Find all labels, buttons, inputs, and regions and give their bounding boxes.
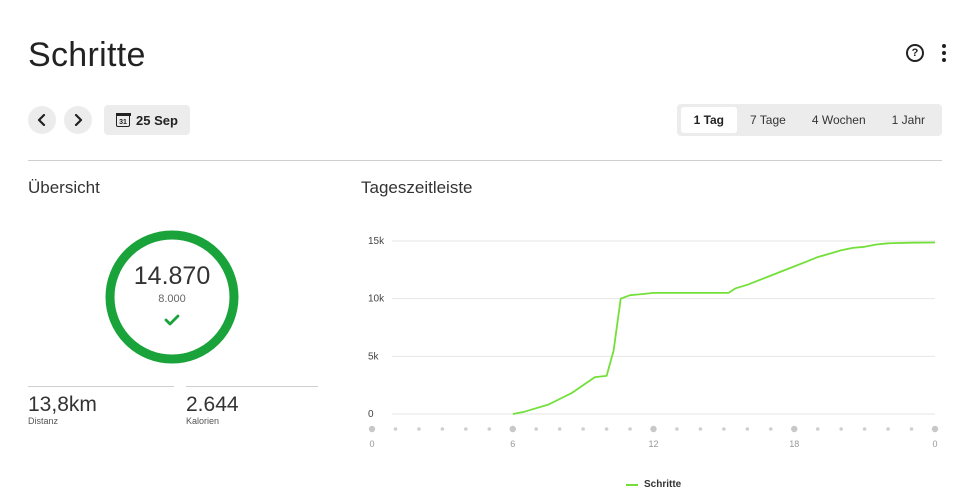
x-tick-label: 6 [510, 439, 515, 449]
date-picker-button[interactable]: 31 25 Sep [104, 105, 190, 135]
x-axis-dot [722, 427, 726, 431]
legend-swatch-steps [626, 483, 638, 486]
x-axis-dot [604, 427, 609, 431]
x-axis-dot [534, 427, 539, 431]
chart-legend: Schritte [626, 479, 681, 490]
page-title: Schritte [28, 36, 146, 74]
help-icon[interactable]: ? [906, 44, 924, 62]
x-axis-dot [650, 425, 657, 433]
x-axis-dot [368, 425, 376, 433]
overview-title: Übersicht [28, 178, 100, 197]
distance-stat: 13,8km Distanz [28, 386, 174, 426]
calories-label: Kalorien [186, 416, 220, 426]
date-label: 25 Sep [136, 112, 178, 128]
x-axis-dot [393, 427, 398, 431]
steps-goal: 8.000 [158, 293, 186, 305]
steps-timeline-chart: 0 5k 10k 15k 0 6 12 18 0 [368, 236, 939, 449]
tab-7-days[interactable]: 7 Tage [750, 113, 786, 127]
x-tick-label: 0 [369, 439, 374, 449]
x-axis-dot [581, 427, 585, 431]
legend-label-steps: Schritte [644, 479, 682, 490]
x-axis-dot [909, 427, 914, 431]
x-tick-label: 18 [789, 439, 799, 449]
x-axis-dot [839, 427, 843, 431]
x-axis-dot [464, 427, 468, 431]
x-axis-dot [745, 427, 750, 431]
tab-1-year[interactable]: 1 Jahr [891, 113, 925, 127]
steps-count: 14.870 [133, 262, 211, 290]
x-axis-dot [815, 427, 820, 431]
x-tick-label: 0 [932, 439, 937, 449]
x-axis-dot [557, 427, 562, 431]
range-tabs: 1 Tag 7 Tage 4 Wochen 1 Jahr [676, 104, 942, 136]
calendar-icon: 31 [115, 112, 131, 127]
chevron-left-icon [37, 114, 46, 126]
distance-value: 13,8km [28, 393, 97, 416]
more-options-icon[interactable] [942, 44, 946, 62]
x-axis-dot [862, 427, 867, 431]
chevron-right-icon [74, 114, 83, 126]
x-axis-dot [440, 427, 445, 431]
x-axis-dot [509, 425, 516, 433]
y-tick-label: 5k [368, 351, 380, 362]
x-axis-dot [628, 427, 632, 431]
x-axis-dot [417, 427, 421, 431]
distance-label: Distanz [28, 416, 59, 426]
x-tick-label: 12 [648, 439, 658, 449]
check-icon [164, 314, 180, 326]
header-divider [28, 160, 942, 161]
y-tick-label: 0 [368, 409, 374, 420]
y-tick-label: 10k [368, 294, 385, 305]
x-axis-dot [791, 425, 798, 433]
x-axis-dot [675, 427, 679, 431]
timeline-title: Tageszeitleiste [361, 178, 473, 197]
y-tick-label: 15k [368, 236, 385, 247]
header-actions: ? [906, 44, 946, 62]
calories-stat: 2.644 Kalorien [186, 386, 318, 426]
calories-value: 2.644 [186, 393, 239, 416]
series-line-steps [512, 241, 936, 415]
x-axis-dot [768, 427, 773, 431]
steps-goal-ring [105, 230, 239, 364]
x-axis-dot [698, 427, 703, 431]
next-day-button[interactable] [64, 106, 92, 134]
previous-day-button[interactable] [28, 106, 56, 134]
x-axis-dot [487, 427, 492, 431]
x-axis-dot [886, 427, 890, 431]
tab-1-day[interactable]: 1 Tag [680, 107, 738, 133]
tab-4-weeks[interactable]: 4 Wochen [811, 113, 866, 127]
x-axis-dot [931, 425, 939, 433]
